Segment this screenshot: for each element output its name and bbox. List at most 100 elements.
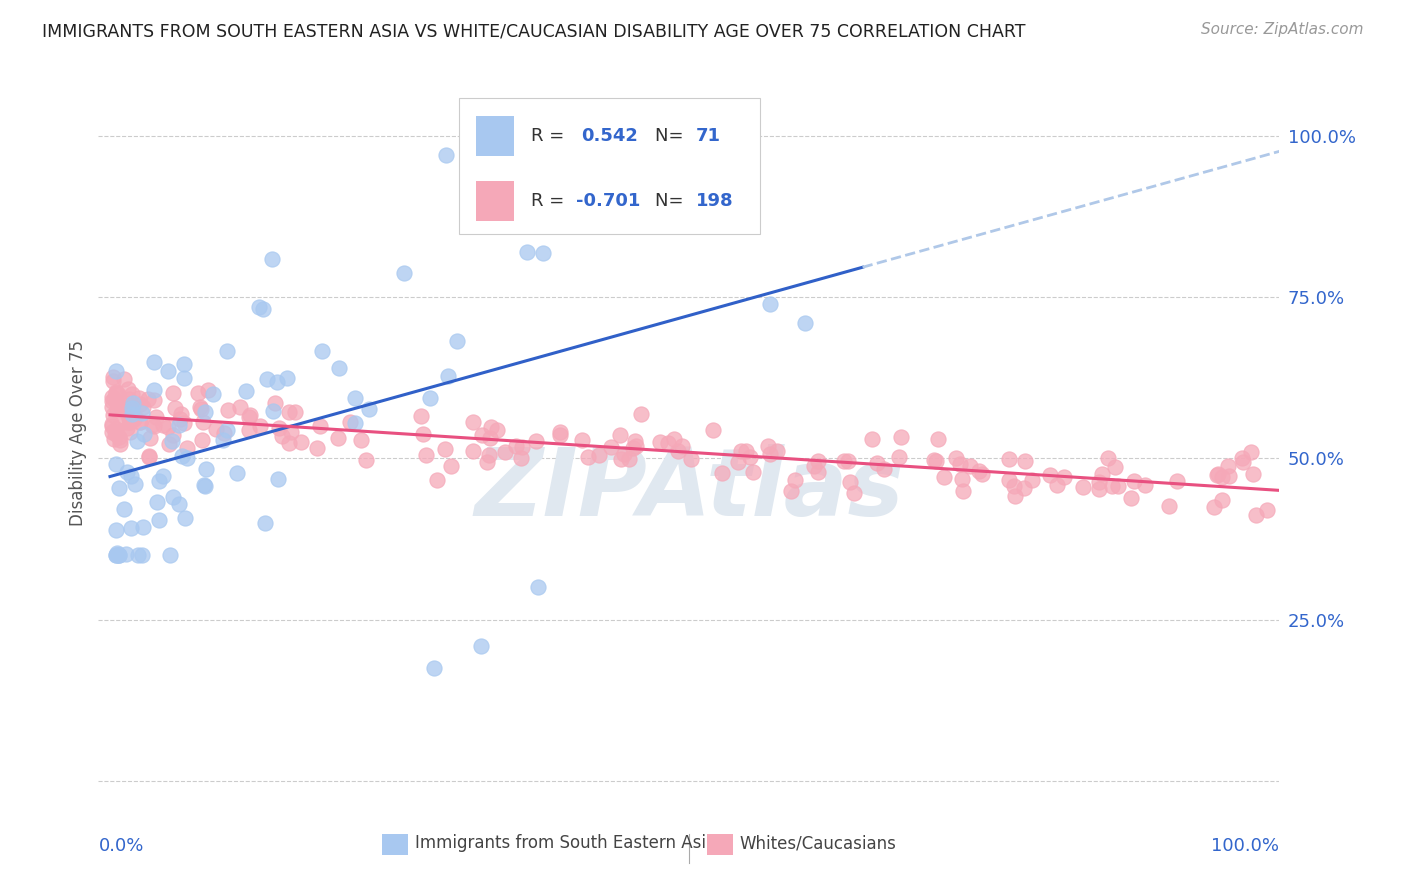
Point bbox=[157, 437, 180, 451]
Point bbox=[1206, 467, 1229, 482]
Point bbox=[111, 401, 134, 415]
Point bbox=[1004, 489, 1026, 503]
Point bbox=[193, 478, 215, 492]
Point bbox=[107, 429, 129, 443]
Point bbox=[339, 416, 361, 430]
Point bbox=[217, 344, 239, 359]
Point bbox=[124, 409, 146, 424]
Text: 71: 71 bbox=[696, 128, 721, 145]
Point bbox=[510, 440, 533, 454]
Point bbox=[107, 387, 129, 401]
Point bbox=[311, 343, 333, 358]
Point bbox=[949, 457, 972, 471]
Point bbox=[702, 423, 724, 437]
Point bbox=[129, 397, 152, 411]
Point bbox=[104, 422, 127, 436]
Point bbox=[105, 385, 128, 400]
Point bbox=[860, 432, 883, 446]
Point bbox=[103, 370, 125, 384]
Point bbox=[104, 524, 127, 538]
Point bbox=[548, 425, 571, 439]
Point bbox=[837, 454, 859, 468]
Point bbox=[131, 407, 153, 421]
Point bbox=[711, 466, 734, 480]
Point bbox=[115, 465, 138, 479]
Point bbox=[1202, 500, 1225, 514]
Point bbox=[630, 407, 652, 421]
Point bbox=[671, 439, 693, 453]
Point bbox=[600, 440, 623, 454]
Point bbox=[170, 408, 193, 422]
Point bbox=[256, 372, 278, 386]
Point bbox=[343, 391, 366, 405]
Point bbox=[188, 400, 211, 414]
Point bbox=[114, 401, 136, 415]
Text: R =: R = bbox=[530, 128, 569, 145]
Point bbox=[1232, 455, 1254, 469]
Point bbox=[571, 433, 593, 447]
Text: Source: ZipAtlas.com: Source: ZipAtlas.com bbox=[1201, 22, 1364, 37]
Point bbox=[1256, 503, 1278, 517]
Point bbox=[104, 363, 127, 377]
Point bbox=[173, 357, 195, 371]
Point bbox=[120, 399, 142, 413]
Point bbox=[1088, 475, 1111, 489]
Point bbox=[623, 434, 645, 449]
Point bbox=[727, 455, 749, 469]
Point bbox=[478, 448, 501, 462]
Point bbox=[359, 402, 381, 417]
Point bbox=[121, 401, 143, 416]
Point bbox=[423, 661, 446, 675]
Point bbox=[148, 474, 170, 488]
Point bbox=[783, 473, 806, 487]
Point bbox=[756, 439, 779, 453]
Point bbox=[103, 374, 125, 388]
Point bbox=[1107, 479, 1129, 493]
Point bbox=[156, 420, 179, 434]
Point bbox=[238, 409, 260, 424]
Point bbox=[807, 465, 830, 479]
Point bbox=[741, 465, 763, 479]
Point bbox=[129, 415, 152, 429]
Point bbox=[887, 450, 910, 464]
Point bbox=[169, 412, 191, 426]
Point bbox=[409, 409, 432, 423]
Point bbox=[238, 423, 260, 437]
Point bbox=[162, 385, 184, 400]
Text: N=: N= bbox=[655, 193, 689, 211]
Point bbox=[143, 419, 166, 434]
Point bbox=[437, 369, 460, 384]
Point bbox=[276, 370, 298, 384]
Point bbox=[1159, 500, 1181, 514]
Point bbox=[138, 449, 160, 463]
Point bbox=[121, 387, 143, 401]
Point bbox=[1002, 479, 1025, 493]
Point bbox=[104, 458, 127, 472]
Point bbox=[118, 392, 141, 406]
Point bbox=[190, 434, 212, 448]
Text: ZIPAtlas: ZIPAtlas bbox=[474, 444, 904, 536]
Point bbox=[461, 443, 484, 458]
Point bbox=[278, 435, 301, 450]
Point bbox=[162, 490, 184, 504]
Point bbox=[112, 398, 135, 412]
Point bbox=[471, 428, 494, 442]
Point bbox=[1205, 468, 1227, 483]
Point bbox=[197, 384, 219, 398]
Point bbox=[117, 382, 139, 396]
Point bbox=[112, 371, 135, 385]
Point bbox=[235, 384, 257, 398]
Point bbox=[1071, 480, 1094, 494]
Point bbox=[343, 417, 366, 431]
Point bbox=[426, 473, 449, 487]
Point bbox=[1053, 470, 1076, 484]
Text: N=: N= bbox=[655, 128, 689, 145]
Point bbox=[1088, 482, 1111, 496]
Point bbox=[1104, 459, 1126, 474]
Point bbox=[108, 482, 131, 496]
Point bbox=[1091, 467, 1114, 482]
Point bbox=[118, 415, 141, 429]
Point bbox=[392, 266, 415, 280]
Point bbox=[527, 581, 550, 595]
Point bbox=[173, 417, 195, 431]
